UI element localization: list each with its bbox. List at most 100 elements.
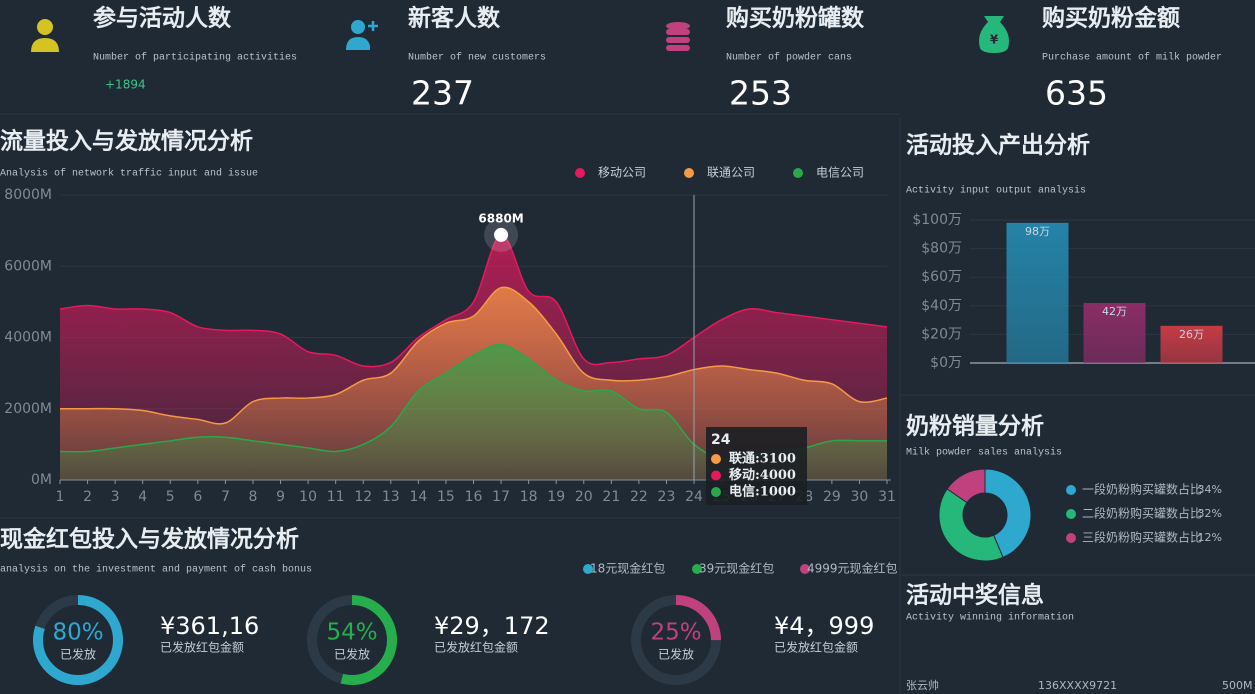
stat-title: 购买奶粉金额 bbox=[1042, 5, 1180, 32]
series-area bbox=[60, 344, 887, 480]
stat-title: 新客人数 bbox=[408, 5, 501, 32]
stat-title: 参与活动人数 bbox=[93, 5, 232, 32]
legend-label: 一段奶粉购买罐数占比 bbox=[1082, 482, 1202, 497]
gauge-percent: 80% bbox=[52, 620, 103, 646]
x-tick-label: 24 bbox=[685, 489, 703, 505]
winner-cell: 500M bbox=[1222, 679, 1253, 692]
y-tick-label: $60万 bbox=[921, 269, 962, 285]
amount-label: 已发放红包金额 bbox=[774, 640, 858, 655]
value-label: 12% bbox=[1198, 531, 1222, 544]
svg-text:¥: ¥ bbox=[990, 33, 999, 47]
icons: ¥ bbox=[31, 16, 1009, 53]
tooltip-swatch bbox=[711, 470, 721, 481]
stat-subtitle: Number of new customers bbox=[408, 52, 546, 64]
pie-slice bbox=[938, 488, 1004, 562]
chart-subtitle: Analysis of network traffic input and is… bbox=[0, 168, 258, 180]
value-label: 26万 bbox=[1179, 328, 1204, 341]
x-tick-label: 1 bbox=[56, 489, 65, 505]
amount-label: 已发放红包金额 bbox=[160, 640, 244, 655]
legend-label: 移动公司 bbox=[598, 166, 646, 180]
x-tick-label: 5 bbox=[166, 489, 175, 505]
stat-subtitle: Purchase amount of milk powder bbox=[1042, 52, 1222, 64]
x-tick-label: 20 bbox=[575, 489, 593, 505]
gauge-arc bbox=[631, 595, 721, 685]
chart-title: 奶粉销量分析 bbox=[906, 414, 1044, 440]
x-tick-label: 29 bbox=[823, 489, 841, 505]
value-label: 32% bbox=[1198, 507, 1222, 520]
legend-swatch bbox=[583, 564, 593, 574]
pie-slice bbox=[946, 468, 986, 504]
value-label: 42万 bbox=[1102, 305, 1127, 318]
bar bbox=[1006, 222, 1069, 363]
series-line bbox=[59, 234, 888, 368]
x-tick-label: 2 bbox=[83, 489, 92, 505]
y-tick-label: $80万 bbox=[921, 241, 962, 257]
stat-value: 253 bbox=[729, 74, 792, 113]
x-tick-label: 9 bbox=[276, 489, 285, 505]
y-tick-label: 2000M bbox=[4, 401, 52, 417]
y-tick-label: 0M bbox=[31, 472, 52, 488]
x-tick-label: 30 bbox=[851, 489, 869, 505]
legend-swatch bbox=[1066, 533, 1076, 543]
pie-slice bbox=[984, 468, 1032, 558]
value-label: 6880M bbox=[478, 211, 523, 225]
tooltip-item: 联通:3100 bbox=[729, 451, 796, 467]
legend-label: 联通公司 bbox=[707, 166, 755, 180]
gauge-arc bbox=[33, 595, 123, 685]
panel-lines bbox=[0, 113, 1255, 694]
stat-subtitle: Number of powder cans bbox=[726, 52, 852, 64]
x-tick-label: 21 bbox=[602, 489, 620, 505]
stat-value: 635 bbox=[1045, 74, 1108, 113]
x-tick-label: 8 bbox=[249, 489, 258, 505]
legend-label: 二段奶粉购买罐数占比 bbox=[1082, 506, 1202, 521]
x-tick-label: 10 bbox=[299, 489, 317, 505]
y-tick-label: $40万 bbox=[921, 298, 962, 314]
legend-swatch bbox=[793, 168, 803, 178]
winner-cell: 136XXXX9721 bbox=[1038, 679, 1117, 692]
section-subtitle: analysis on the investment and payment o… bbox=[0, 564, 312, 576]
x-tick-label: 23 bbox=[658, 489, 676, 505]
legend-swatch bbox=[575, 168, 585, 178]
series-line bbox=[60, 286, 888, 425]
legend-label: 18元现金红包 bbox=[590, 561, 665, 576]
legend-swatch bbox=[800, 564, 810, 574]
section-title: 现金红包投入与发放情况分析 bbox=[0, 526, 299, 553]
y-tick-label: 8000M bbox=[4, 187, 52, 203]
gauge-percent: 54% bbox=[326, 620, 377, 646]
value-label: 34% bbox=[1198, 483, 1222, 496]
x-tick-label: 31 bbox=[878, 489, 896, 505]
legend-label: 39元现金红包 bbox=[699, 561, 774, 576]
legend-swatch bbox=[692, 564, 702, 574]
section-subtitle: Activity winning information bbox=[906, 612, 1074, 624]
amount: ¥4，999 bbox=[774, 612, 874, 640]
y-tick-label: 6000M bbox=[4, 258, 52, 274]
stat-value: 237 bbox=[411, 74, 474, 113]
x-tick-label: 11 bbox=[327, 489, 345, 505]
tooltip-title: 24 bbox=[711, 432, 731, 448]
legend-label: 4999元现金红包 bbox=[807, 561, 898, 576]
gauge-arc bbox=[307, 595, 397, 685]
stat-value: +1894 bbox=[105, 78, 146, 92]
x-tick-label: 19 bbox=[547, 489, 565, 505]
gauge-status: 已发放 bbox=[658, 647, 694, 662]
tooltip-swatch bbox=[711, 487, 721, 497]
legend-swatch bbox=[1066, 509, 1076, 519]
peak-marker bbox=[494, 227, 509, 242]
winner-cell: 张云帅 bbox=[906, 679, 939, 692]
x-tick-label: 15 bbox=[437, 489, 455, 505]
gauge-status: 已发放 bbox=[60, 647, 96, 662]
section-title: 活动中奖信息 bbox=[906, 582, 1044, 609]
x-tick-label: 7 bbox=[221, 489, 230, 505]
value-label: 98万 bbox=[1025, 225, 1050, 238]
y-tick-label: 4000M bbox=[4, 330, 52, 346]
x-tick-label: 22 bbox=[630, 489, 648, 505]
tooltip-swatch bbox=[711, 454, 721, 464]
x-tick-label: 3 bbox=[111, 489, 120, 505]
chart-title: 流量投入与发放情况分析 bbox=[0, 128, 253, 155]
amount: ¥361,16 bbox=[160, 612, 259, 640]
x-tick-label: 13 bbox=[382, 489, 400, 505]
legend-label: 三段奶粉购买罐数占比 bbox=[1082, 530, 1202, 545]
x-tick-label: 18 bbox=[520, 489, 538, 505]
stat-title: 购买奶粉罐数 bbox=[726, 5, 865, 32]
